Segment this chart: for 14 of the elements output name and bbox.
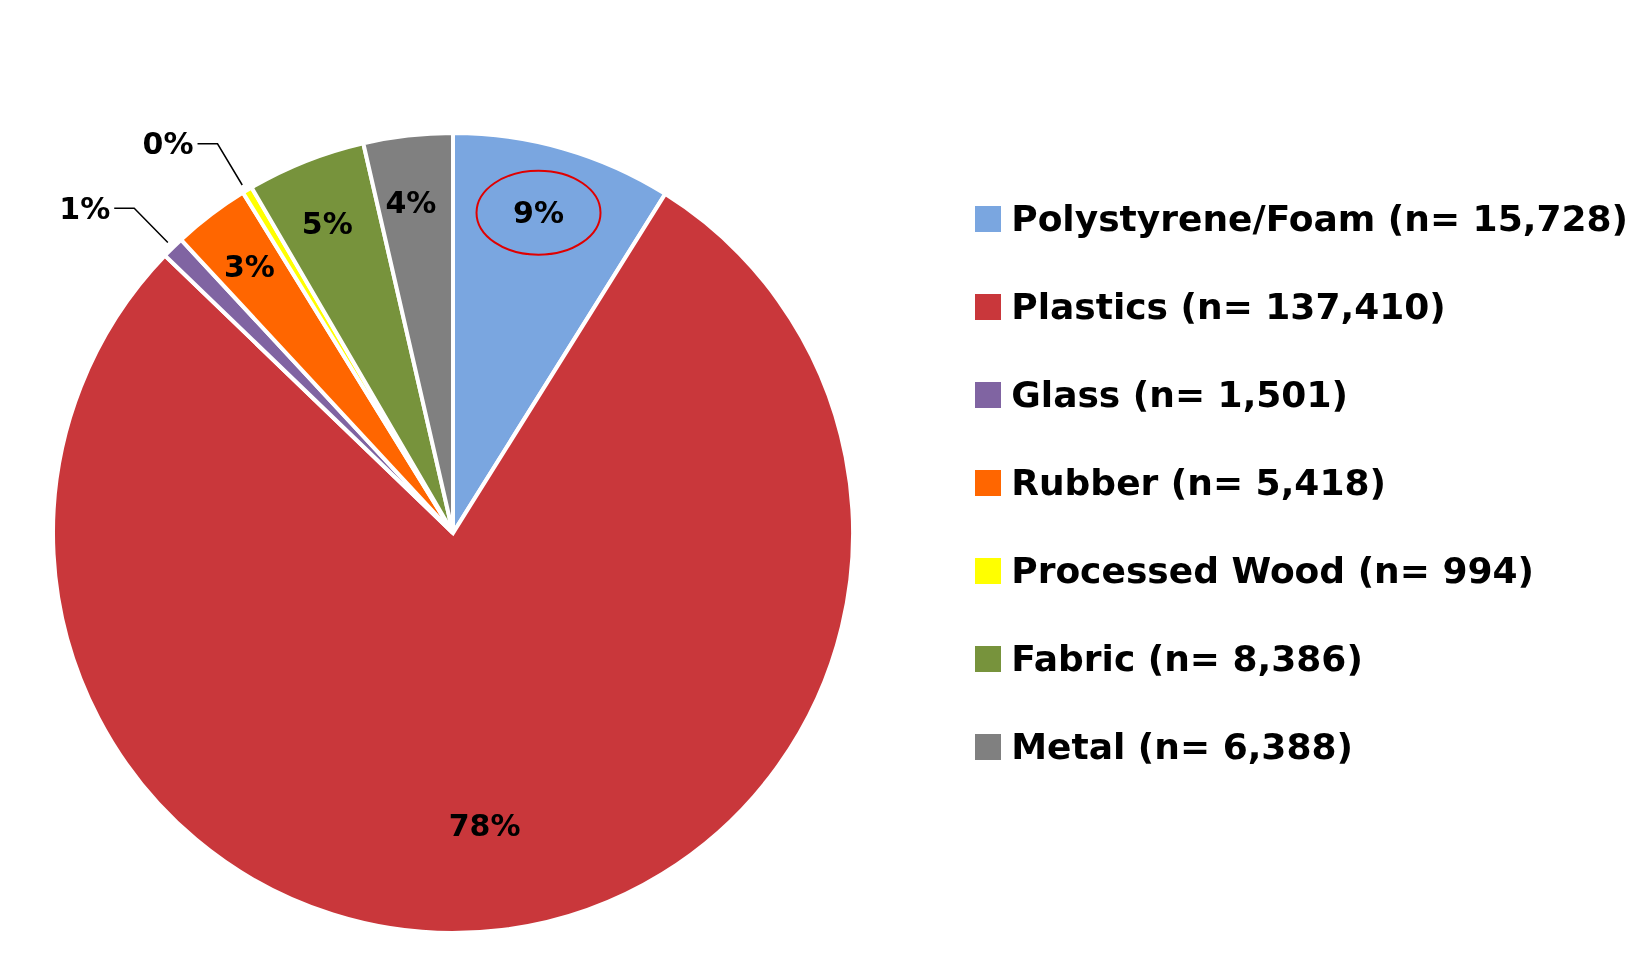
legend-label: Rubber (n= 5,418) [1011, 461, 1386, 505]
data-label: 5% [301, 205, 353, 241]
legend-label: Glass (n= 1,501) [1011, 373, 1348, 417]
legend-label: Plastics (n= 137,410) [1011, 285, 1446, 329]
data-label: 4% [385, 184, 437, 220]
legend-label: Metal (n= 6,388) [1011, 725, 1353, 769]
data-label: 78% [448, 808, 521, 844]
legend-label: Fabric (n= 8,386) [1011, 637, 1363, 681]
data-label: 0% [142, 126, 194, 162]
data-label: 9% [513, 195, 564, 231]
legend-label: Polystyrene/Foam (n= 15,728) [1011, 197, 1628, 241]
legend-label: Processed Wood (n= 994) [1011, 549, 1535, 593]
data-label: 3% [223, 249, 275, 285]
data-label: 1% [59, 190, 111, 226]
